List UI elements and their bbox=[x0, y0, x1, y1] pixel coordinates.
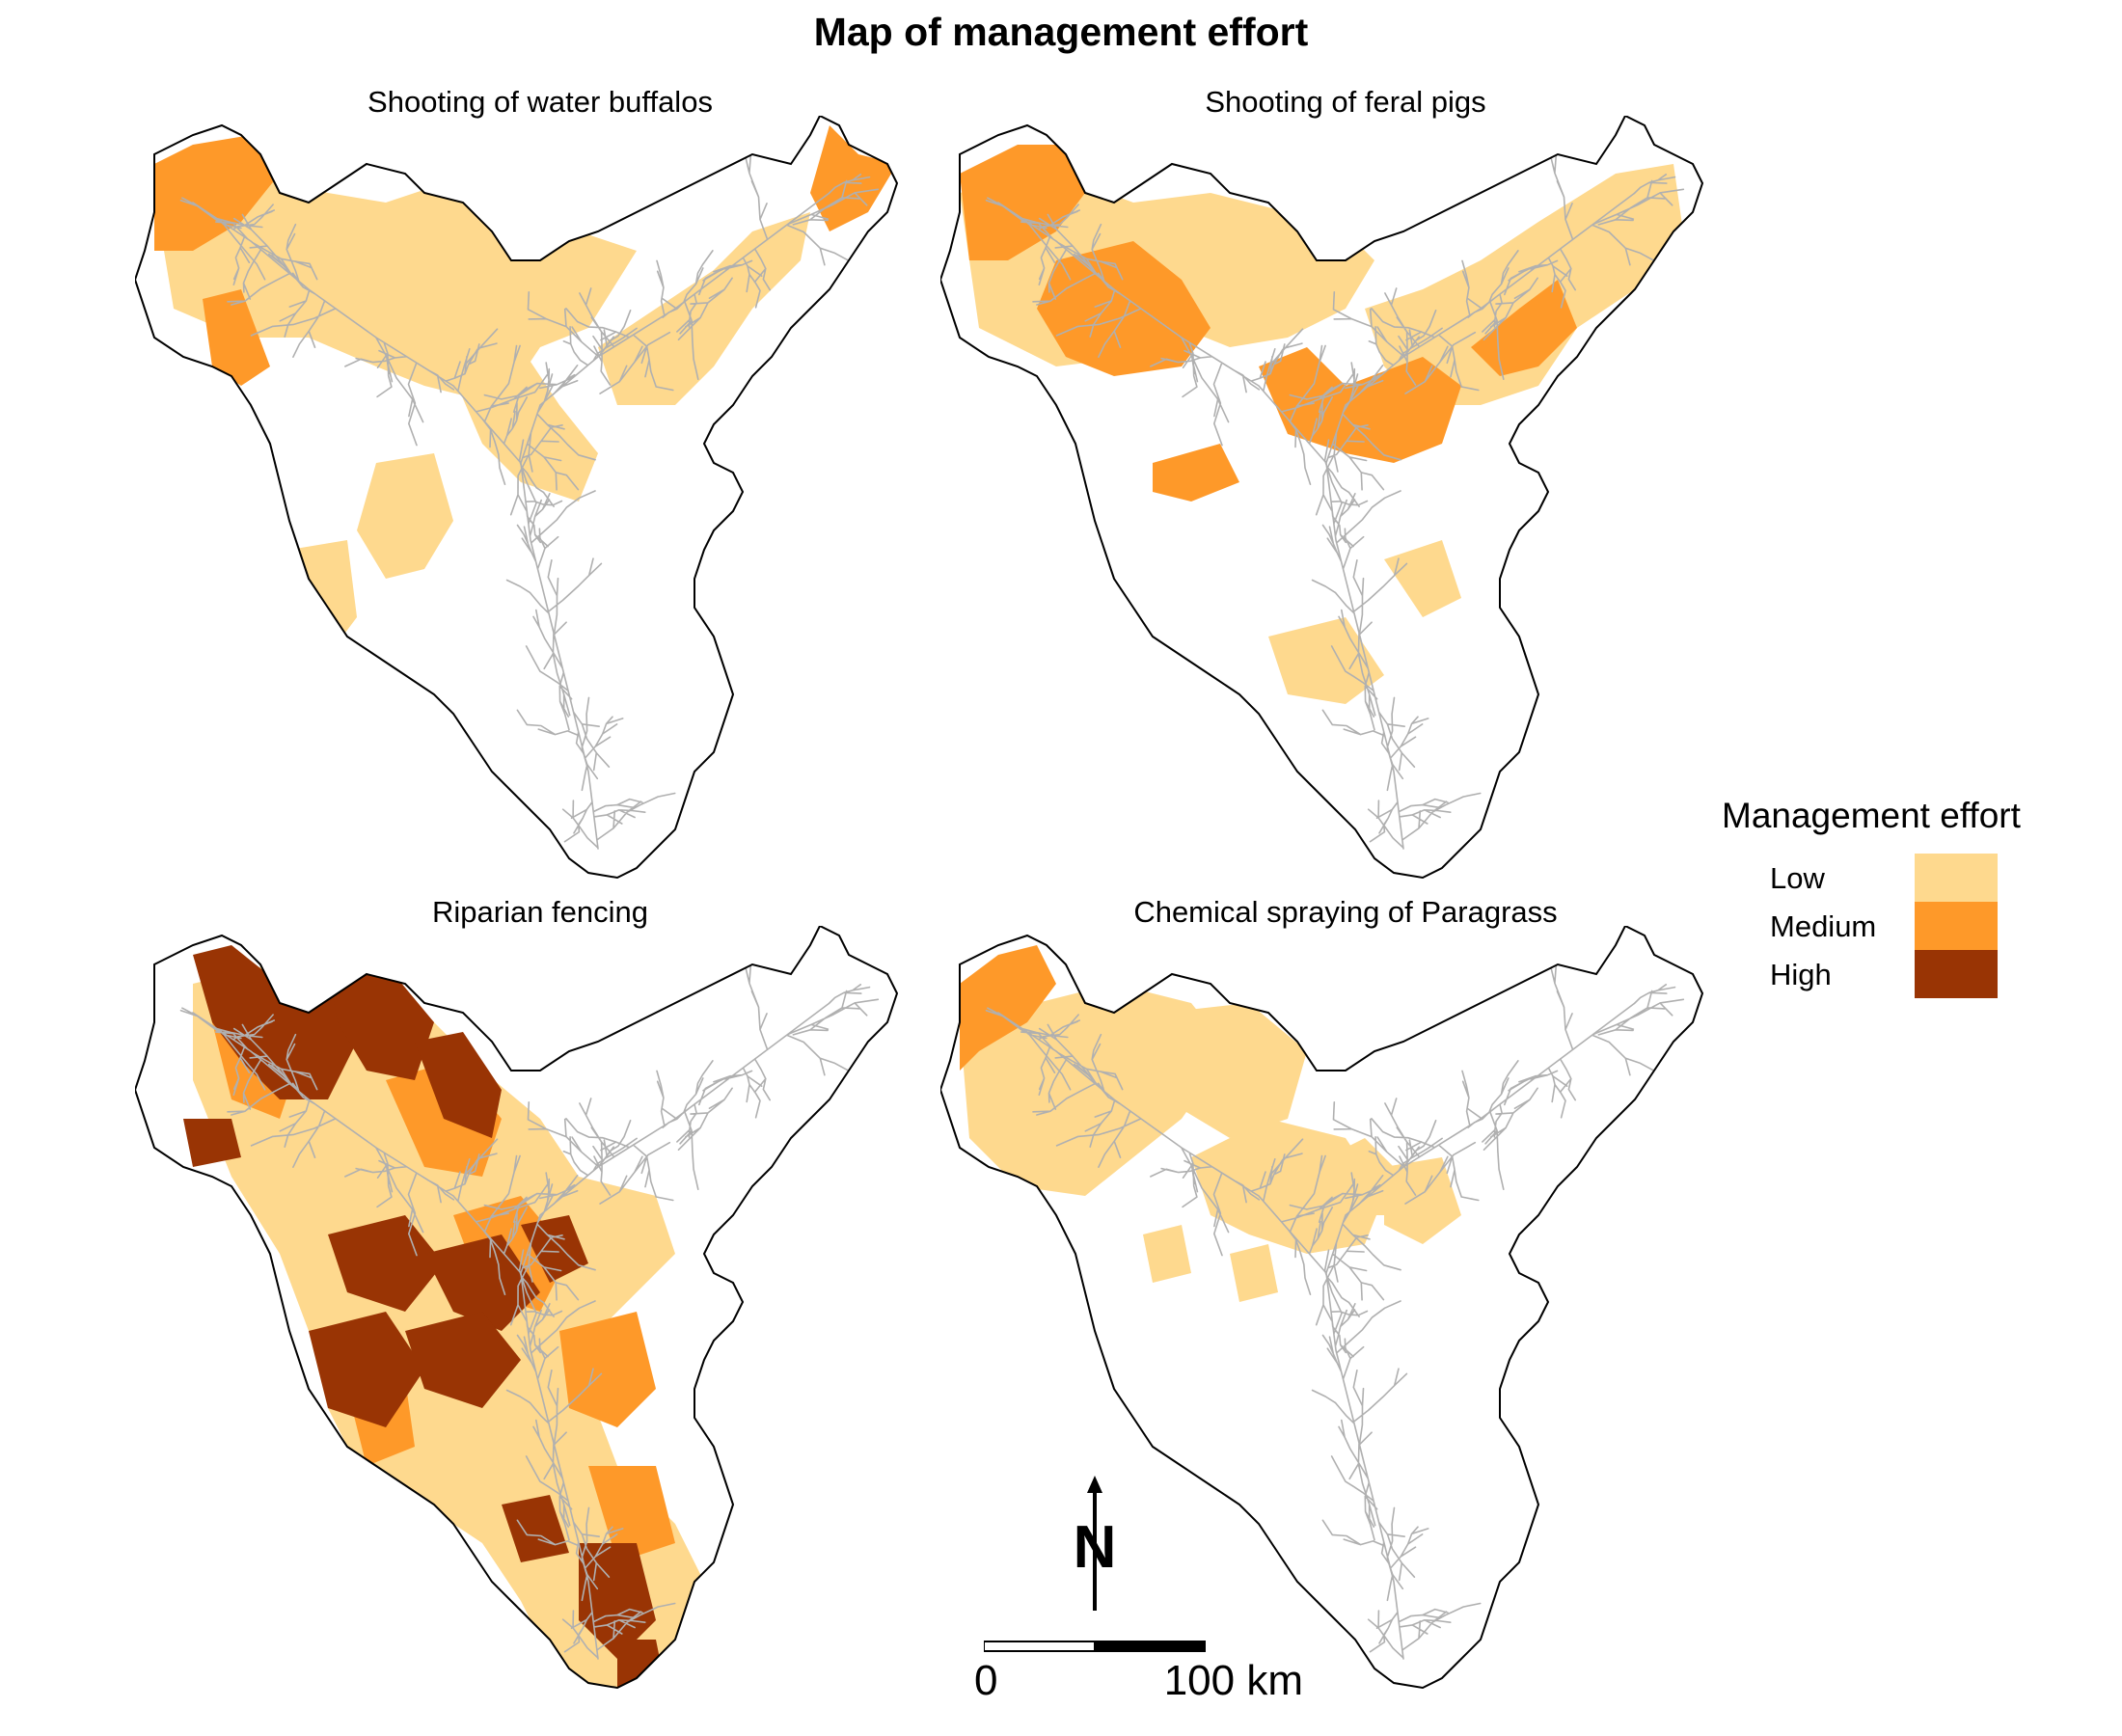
patch-high bbox=[424, 1234, 540, 1331]
legend-swatch bbox=[1915, 854, 1998, 902]
map-paragrass bbox=[940, 926, 1704, 1690]
patch-low bbox=[1384, 540, 1461, 617]
patch-low bbox=[1230, 1244, 1278, 1302]
legend-swatch bbox=[1915, 950, 1998, 998]
panel-title-fencing: Riparian fencing bbox=[431, 895, 649, 929]
patch-medium bbox=[203, 289, 270, 386]
river-network bbox=[179, 136, 880, 850]
effort-patches bbox=[960, 945, 1461, 1302]
patch-medium bbox=[1548, 376, 1596, 453]
patch-high bbox=[183, 1119, 241, 1167]
patch-low bbox=[1307, 1138, 1403, 1215]
legend-label: High bbox=[1770, 958, 1832, 991]
scale-bar: 0 100 km bbox=[974, 1620, 1360, 1717]
legend-swatch bbox=[1915, 902, 1998, 950]
catchment-outline bbox=[940, 926, 1704, 1690]
legend-item-high: High bbox=[1722, 950, 2001, 998]
river-network bbox=[179, 946, 880, 1660]
patch-low bbox=[1365, 164, 1683, 405]
patch-medium bbox=[1471, 280, 1577, 376]
patch-medium bbox=[1037, 241, 1211, 376]
panel-title-buffalo: Shooting of water buffalos bbox=[367, 85, 713, 119]
catchment-outline bbox=[135, 116, 899, 880]
panel-title-paragrass: Chemical spraying of Paragrass bbox=[1133, 895, 1558, 929]
catchment-outline bbox=[135, 926, 899, 1690]
legend-item-low: Low bbox=[1722, 854, 2001, 902]
patch-low bbox=[280, 540, 357, 656]
patch-high bbox=[405, 1312, 521, 1408]
patch-medium bbox=[154, 135, 280, 251]
patch-low bbox=[1268, 617, 1384, 704]
patch-high bbox=[328, 1215, 444, 1312]
patch-low bbox=[1162, 1003, 1307, 1138]
north-arrow-icon: N bbox=[1074, 1476, 1117, 1611]
patch-low bbox=[960, 984, 1230, 1196]
scale-bar-end-label: 100 km bbox=[1163, 1657, 1304, 1704]
page-title: Map of management effort bbox=[813, 10, 1309, 54]
legend-title: Management effort bbox=[1722, 796, 2021, 835]
north-arrow-label: N bbox=[1074, 1514, 1117, 1581]
map-panel-buffalo bbox=[135, 116, 945, 887]
river-network bbox=[985, 946, 1685, 1660]
map-panel-fencing bbox=[135, 926, 945, 1697]
north-arrow: N bbox=[1061, 1476, 1129, 1611]
effort-patches bbox=[960, 145, 1683, 704]
patch-high bbox=[309, 1312, 424, 1427]
patch-low bbox=[453, 347, 598, 502]
catchment-outline bbox=[940, 116, 1704, 880]
map-panel-paragrass bbox=[940, 926, 1751, 1697]
panel-title-pigs: Shooting of feral pigs bbox=[1205, 85, 1486, 119]
river-network bbox=[985, 136, 1685, 850]
patch-medium bbox=[1259, 347, 1461, 463]
patch-medium bbox=[960, 945, 1056, 1071]
legend-item-medium: Medium bbox=[1722, 902, 2001, 950]
map-panel-pigs bbox=[940, 116, 1751, 887]
patch-medium bbox=[559, 1312, 656, 1427]
map-buffalo bbox=[135, 116, 899, 880]
legend-label: Medium bbox=[1770, 909, 1877, 943]
patch-high bbox=[502, 1495, 569, 1562]
scale-bar-graphic bbox=[984, 1641, 1206, 1652]
patch-low bbox=[357, 453, 453, 579]
patch-high bbox=[328, 964, 434, 1080]
scale-bar-start-label: 0 bbox=[974, 1657, 998, 1704]
patch-low bbox=[1143, 1225, 1191, 1283]
map-fencing bbox=[135, 926, 899, 1690]
patch-medium bbox=[1153, 444, 1239, 502]
patch-medium bbox=[1423, 145, 1481, 203]
patch-low bbox=[1384, 1157, 1461, 1244]
patch-high bbox=[579, 1543, 656, 1659]
map-pigs bbox=[940, 116, 1704, 880]
patch-high bbox=[521, 1215, 588, 1283]
legend: Management effort Low Medium High bbox=[1722, 796, 2108, 1008]
patch-medium bbox=[960, 145, 1085, 260]
legend-label: Low bbox=[1770, 861, 1825, 895]
patch-high bbox=[415, 1032, 502, 1138]
